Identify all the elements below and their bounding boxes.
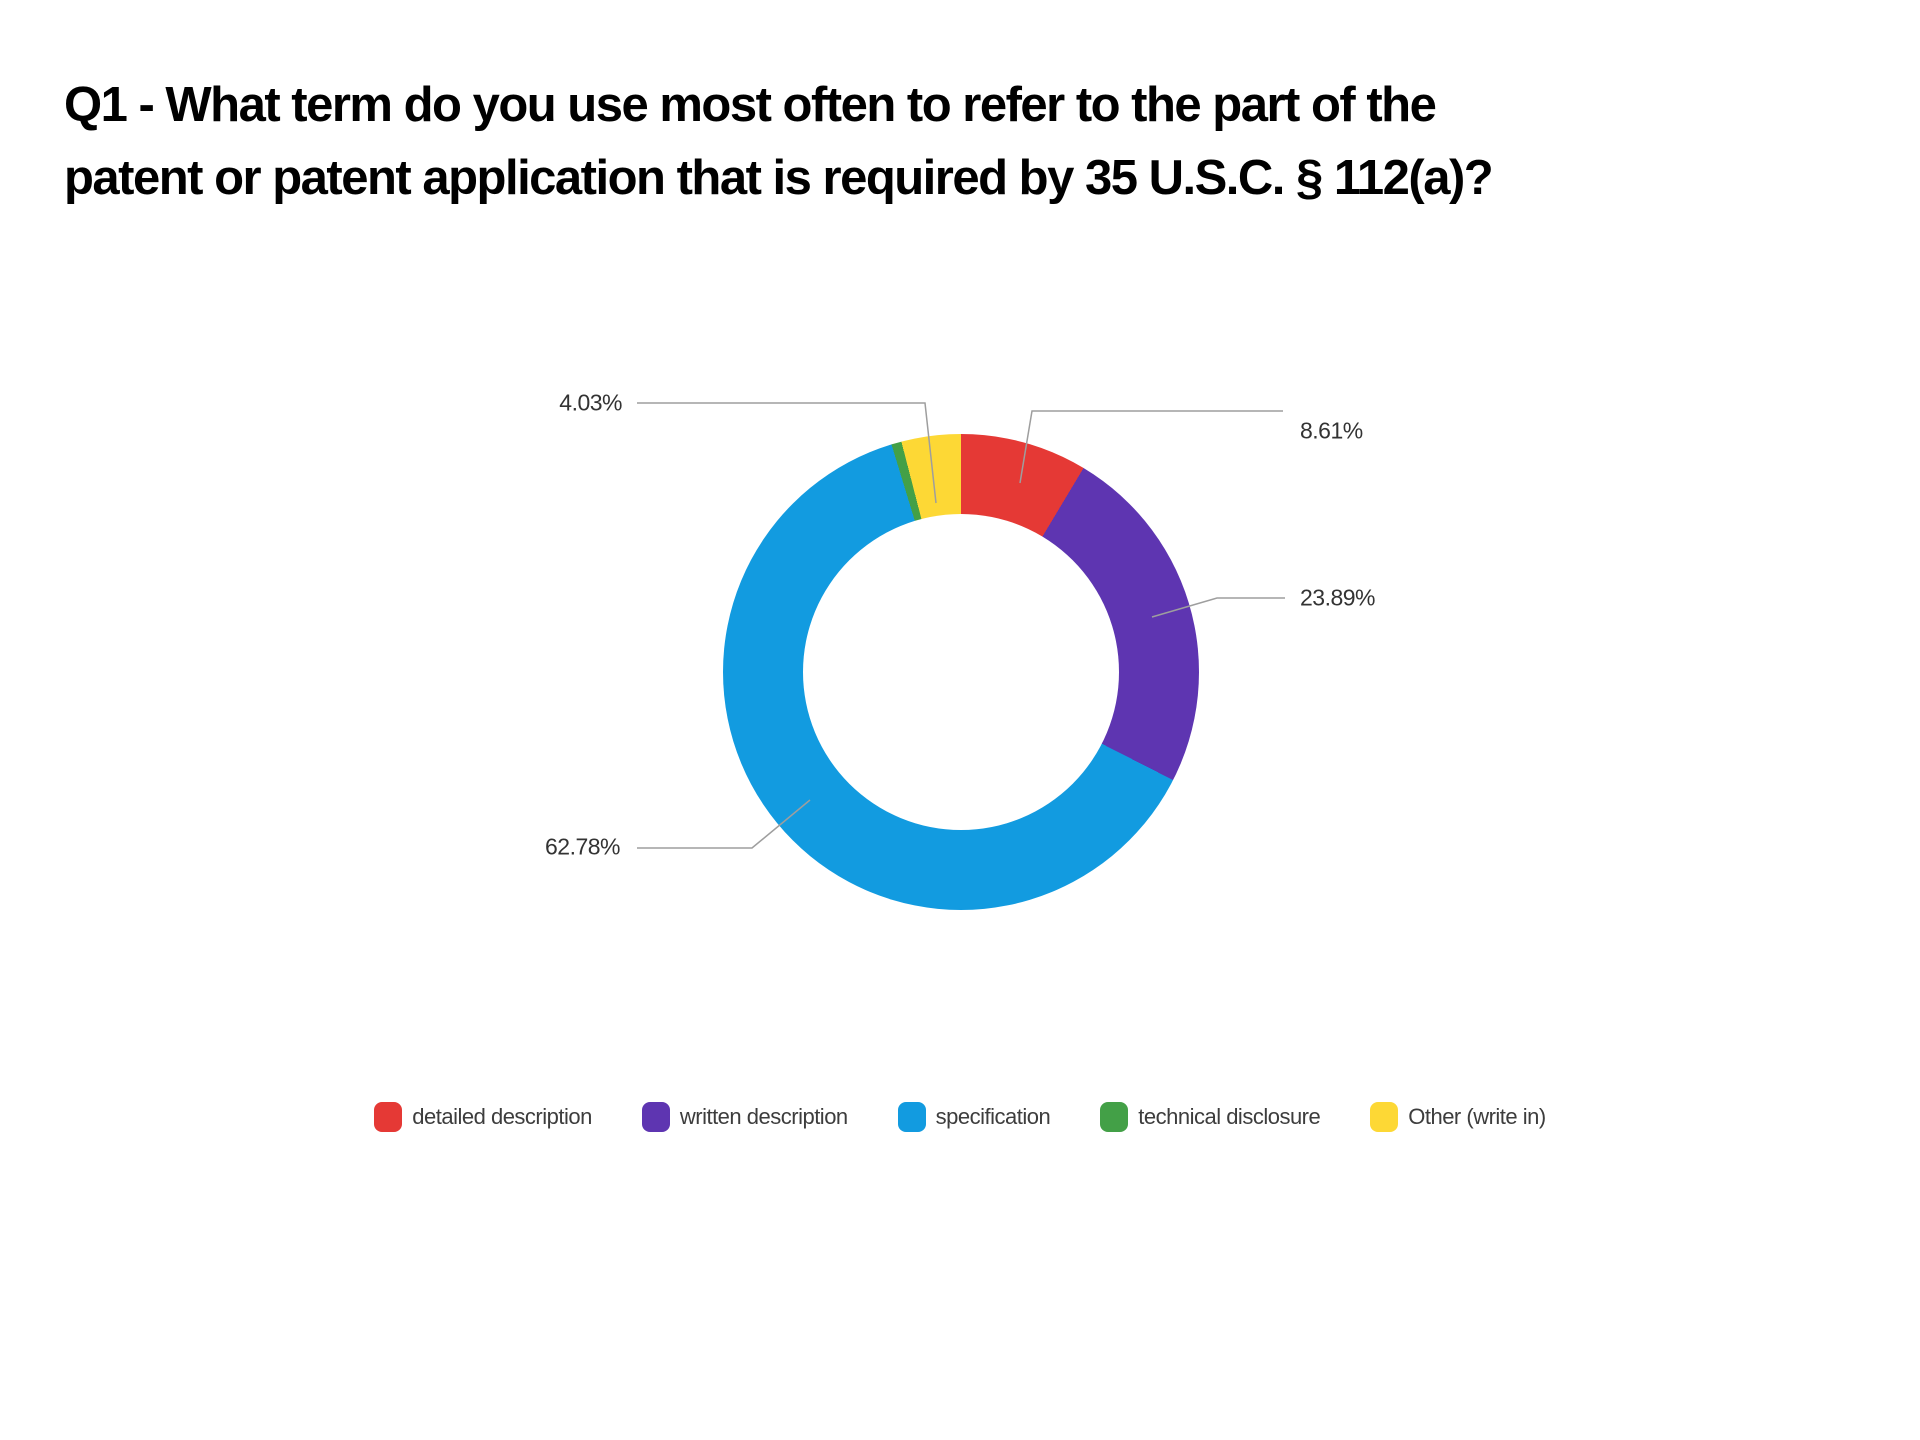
legend-swatch-written-description xyxy=(641,1102,670,1132)
legend-swatch-technical-disclosure xyxy=(1100,1102,1129,1132)
callout-label-other: 4.03% xyxy=(559,389,622,416)
legend-item-written-description: written description xyxy=(641,1102,848,1132)
legend-label: Other (write in) xyxy=(1408,1104,1546,1129)
legend-item-detailed-description: detailed description xyxy=(374,1102,592,1132)
callout-label-written-description: 23.89% xyxy=(1300,584,1376,611)
legend-label: technical disclosure xyxy=(1138,1104,1321,1129)
legend-swatch-other xyxy=(1370,1102,1399,1132)
legend-swatch-detailed-description xyxy=(374,1102,403,1132)
legend-label: specification xyxy=(935,1104,1051,1129)
legend-item-technical-disclosure: technical disclosure xyxy=(1100,1102,1321,1132)
page-title: Q1 - What term do you use most often to … xyxy=(64,69,1494,215)
legend-item-other: Other (write in) xyxy=(1370,1102,1546,1132)
donut-chart xyxy=(723,434,1199,910)
callout-label-specification: 62.78% xyxy=(544,833,621,860)
legend-label: written description xyxy=(679,1104,848,1129)
legend: detailed description written description… xyxy=(0,1102,1920,1132)
page-title-line-2: patent or patent application that is req… xyxy=(64,150,1494,205)
legend-swatch-specification xyxy=(897,1102,926,1132)
legend-label: detailed description xyxy=(412,1104,592,1129)
page-title-line-1: Q1 - What term do you use most often to … xyxy=(64,77,1437,132)
legend-item-specification: specification xyxy=(897,1102,1051,1132)
callout-label-detailed-description: 8.61% xyxy=(1300,417,1363,444)
donut-hole xyxy=(803,514,1119,830)
